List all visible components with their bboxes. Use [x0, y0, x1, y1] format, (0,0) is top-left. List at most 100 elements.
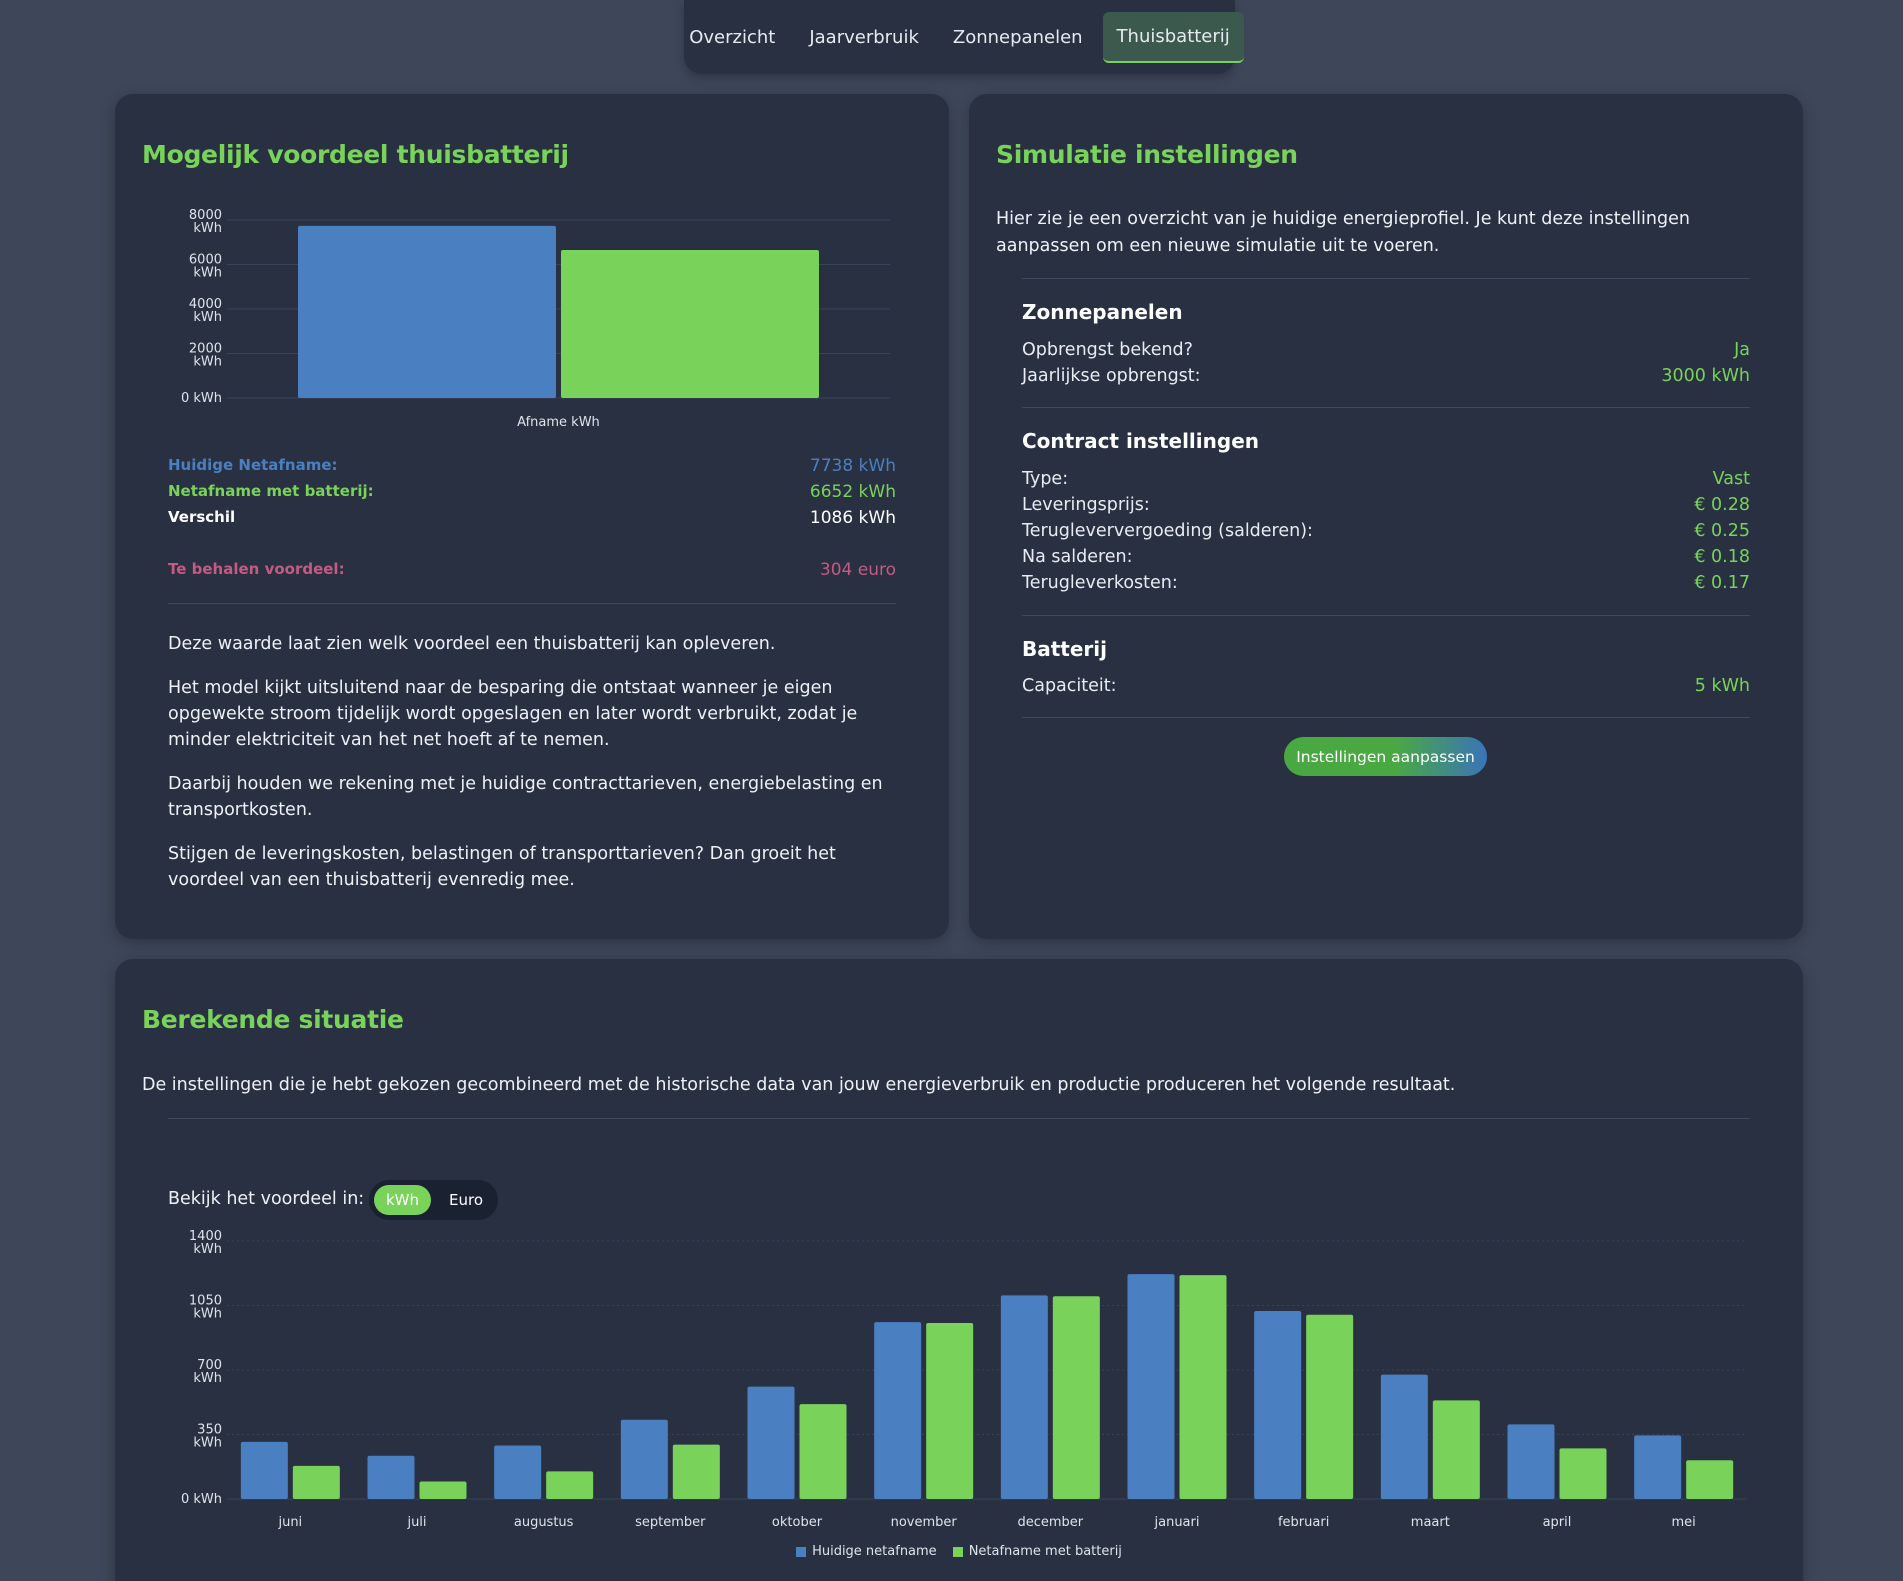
settings-row: Terugleververgoeding (salderen): € 0.25 — [1022, 521, 1750, 541]
current-usage-label: Huidige Netafname: — [168, 456, 338, 474]
tab-overzicht[interactable]: Overzicht — [689, 26, 776, 48]
divider — [1022, 407, 1750, 408]
tab-jaarverbruik[interactable]: Jaarverbruik — [809, 26, 919, 48]
legend-swatch-green — [952, 1546, 963, 1557]
y-tick-label: 8000 — [189, 208, 222, 223]
y-tick-label: 2000 — [189, 342, 222, 357]
bar-current — [240, 1441, 288, 1499]
bar-battery — [419, 1481, 467, 1499]
difference-row: Verschil 1086 kWh — [168, 508, 896, 528]
divider — [1022, 717, 1750, 718]
x-tick-label: december — [1018, 1515, 1084, 1529]
bar-battery — [292, 1465, 340, 1499]
solar-known-value: Ja — [1734, 340, 1750, 360]
x-tick-label: november — [891, 1515, 958, 1529]
feed-in-compensation-label: Terugleververgoeding (salderen): — [1022, 521, 1313, 541]
solar-yield-label: Jaarlijkse opbrengst: — [1022, 366, 1201, 386]
y-tick-label: 0 kWh — [181, 391, 222, 406]
after-netting-label: Na salderen: — [1022, 547, 1133, 567]
battery-usage-value: 6652 kWh — [809, 482, 896, 502]
x-tick-label: juni — [277, 1515, 302, 1529]
legend-swatch-blue — [796, 1546, 807, 1557]
settings-intro: Hier zie je een overzicht van je huidige… — [996, 209, 1690, 256]
x-tick-label: augustus — [514, 1515, 574, 1529]
x-tick-label: mei — [1672, 1515, 1696, 1529]
divider — [1022, 278, 1750, 279]
bar-current — [747, 1386, 795, 1499]
contract-type-value: Vast — [1712, 469, 1750, 489]
calculated-situation-card: Berekende situatie De instellingen die j… — [115, 959, 1803, 1581]
bar-battery — [926, 1323, 974, 1499]
bar-current — [1127, 1274, 1175, 1499]
divider — [1022, 615, 1750, 616]
y-tick-label: 700 — [197, 1358, 222, 1373]
tab-zonnepanelen[interactable]: Zonnepanelen — [952, 26, 1083, 48]
battery-benefit-card: Mogelijk voordeel thuisbatterij 0 kWh 200… — [115, 94, 949, 939]
summary-chart: 0 kWh2000kWh4000kWh6000kWh8000kWhAfname … — [181, 208, 890, 430]
adjust-settings-button[interactable]: Instellingen aanpassen — [1284, 737, 1487, 776]
contract-type-label: Type: — [1022, 469, 1069, 489]
calc-card-title: Berekende situatie — [142, 1005, 404, 1034]
explanation-paragraph: Het model kijkt uitsluitend naar de besp… — [168, 678, 858, 750]
y-tick-label: 1050 — [189, 1294, 222, 1309]
x-tick-label: juli — [406, 1515, 426, 1529]
x-tick-label: februari — [1278, 1515, 1329, 1529]
y-tick-label: kWh — [193, 1242, 222, 1257]
delivery-price-label: Leveringsprijs: — [1022, 495, 1150, 515]
bar-current — [1380, 1374, 1428, 1499]
x-tick-label: oktober — [772, 1515, 823, 1529]
top-navigation: Overzicht Jaarverbruik Zonnepanelen Thui… — [684, 0, 1244, 74]
battery-card-title: Mogelijk voordeel thuisbatterij — [142, 140, 569, 169]
legend-label: Netafname met batterij — [968, 1544, 1122, 1559]
legend-item[interactable]: Huidige netafname — [796, 1544, 937, 1559]
bar-battery — [799, 1404, 847, 1499]
view-unit-label: Bekijk het voordeel in: — [168, 1189, 365, 1209]
x-tick-label: september — [635, 1515, 706, 1529]
y-tick-label: 350 — [197, 1423, 222, 1438]
benefit-label: Te behalen voordeel: — [168, 560, 345, 578]
bar-current — [494, 1445, 542, 1499]
legend-item[interactable]: Netafname met batterij — [952, 1544, 1122, 1559]
y-tick-label: kWh — [193, 221, 222, 236]
x-axis-label: Afname kWh — [517, 415, 600, 430]
tab-thuisbatterij[interactable]: Thuisbatterij — [1102, 11, 1244, 63]
y-tick-label: 6000 — [189, 253, 222, 268]
y-tick-label: kWh — [193, 355, 222, 370]
toggle-option-kwh[interactable]: kWh — [374, 1185, 432, 1215]
settings-row: Leveringsprijs: € 0.28 — [1022, 495, 1750, 515]
benefit-value: 304 euro — [819, 560, 896, 580]
y-tick-label: 0 kWh — [181, 1492, 222, 1507]
bar-current — [1634, 1435, 1682, 1499]
y-tick-label: kWh — [193, 1436, 222, 1451]
settings-row: Capaciteit: 5 kWh — [1022, 676, 1750, 696]
contract-section-title: Contract instellingen — [1022, 429, 1260, 453]
explanation-paragraph: Deze waarde laat zien welk voordeel een … — [168, 634, 776, 654]
settings-card-title: Simulatie instellingen — [996, 140, 1298, 169]
divider — [168, 1118, 1750, 1119]
benefit-row: Te behalen voordeel: 304 euro — [168, 560, 896, 580]
unit-toggle[interactable]: kWh Euro — [369, 1180, 498, 1220]
after-netting-value: € 0.18 — [1694, 547, 1750, 567]
capacity-label: Capaciteit: — [1022, 676, 1117, 696]
chart-legend: Huidige netafname Netafname met batterij — [115, 1544, 1803, 1559]
bar-current — [874, 1322, 922, 1499]
explanation-paragraph: Daarbij houden we rekening met je huidig… — [168, 774, 883, 820]
settings-row: Type: Vast — [1022, 469, 1750, 489]
bar-current — [367, 1455, 415, 1499]
bar-battery — [1306, 1314, 1354, 1499]
divider — [168, 603, 896, 604]
battery-usage-label: Netafname met batterij: — [168, 482, 374, 500]
settings-row: Opbrengst bekend? Ja — [1022, 340, 1750, 360]
bar-battery — [1052, 1296, 1100, 1499]
battery-usage-row: Netafname met batterij: 6652 kWh — [168, 482, 896, 502]
bar-battery — [1179, 1275, 1227, 1499]
current-usage-row: Huidige Netafname: 7738 kWh — [168, 456, 896, 476]
bar-battery — [561, 249, 819, 398]
bar-battery — [1686, 1460, 1734, 1499]
solar-yield-value: 3000 kWh — [1661, 366, 1750, 386]
y-tick-label: 1400 — [189, 1229, 222, 1244]
toggle-option-euro[interactable]: Euro — [449, 1191, 484, 1209]
current-usage-value: 7738 kWh — [809, 456, 896, 476]
simulation-settings-card: Simulatie instellingen Hier zie je een o… — [969, 94, 1803, 939]
